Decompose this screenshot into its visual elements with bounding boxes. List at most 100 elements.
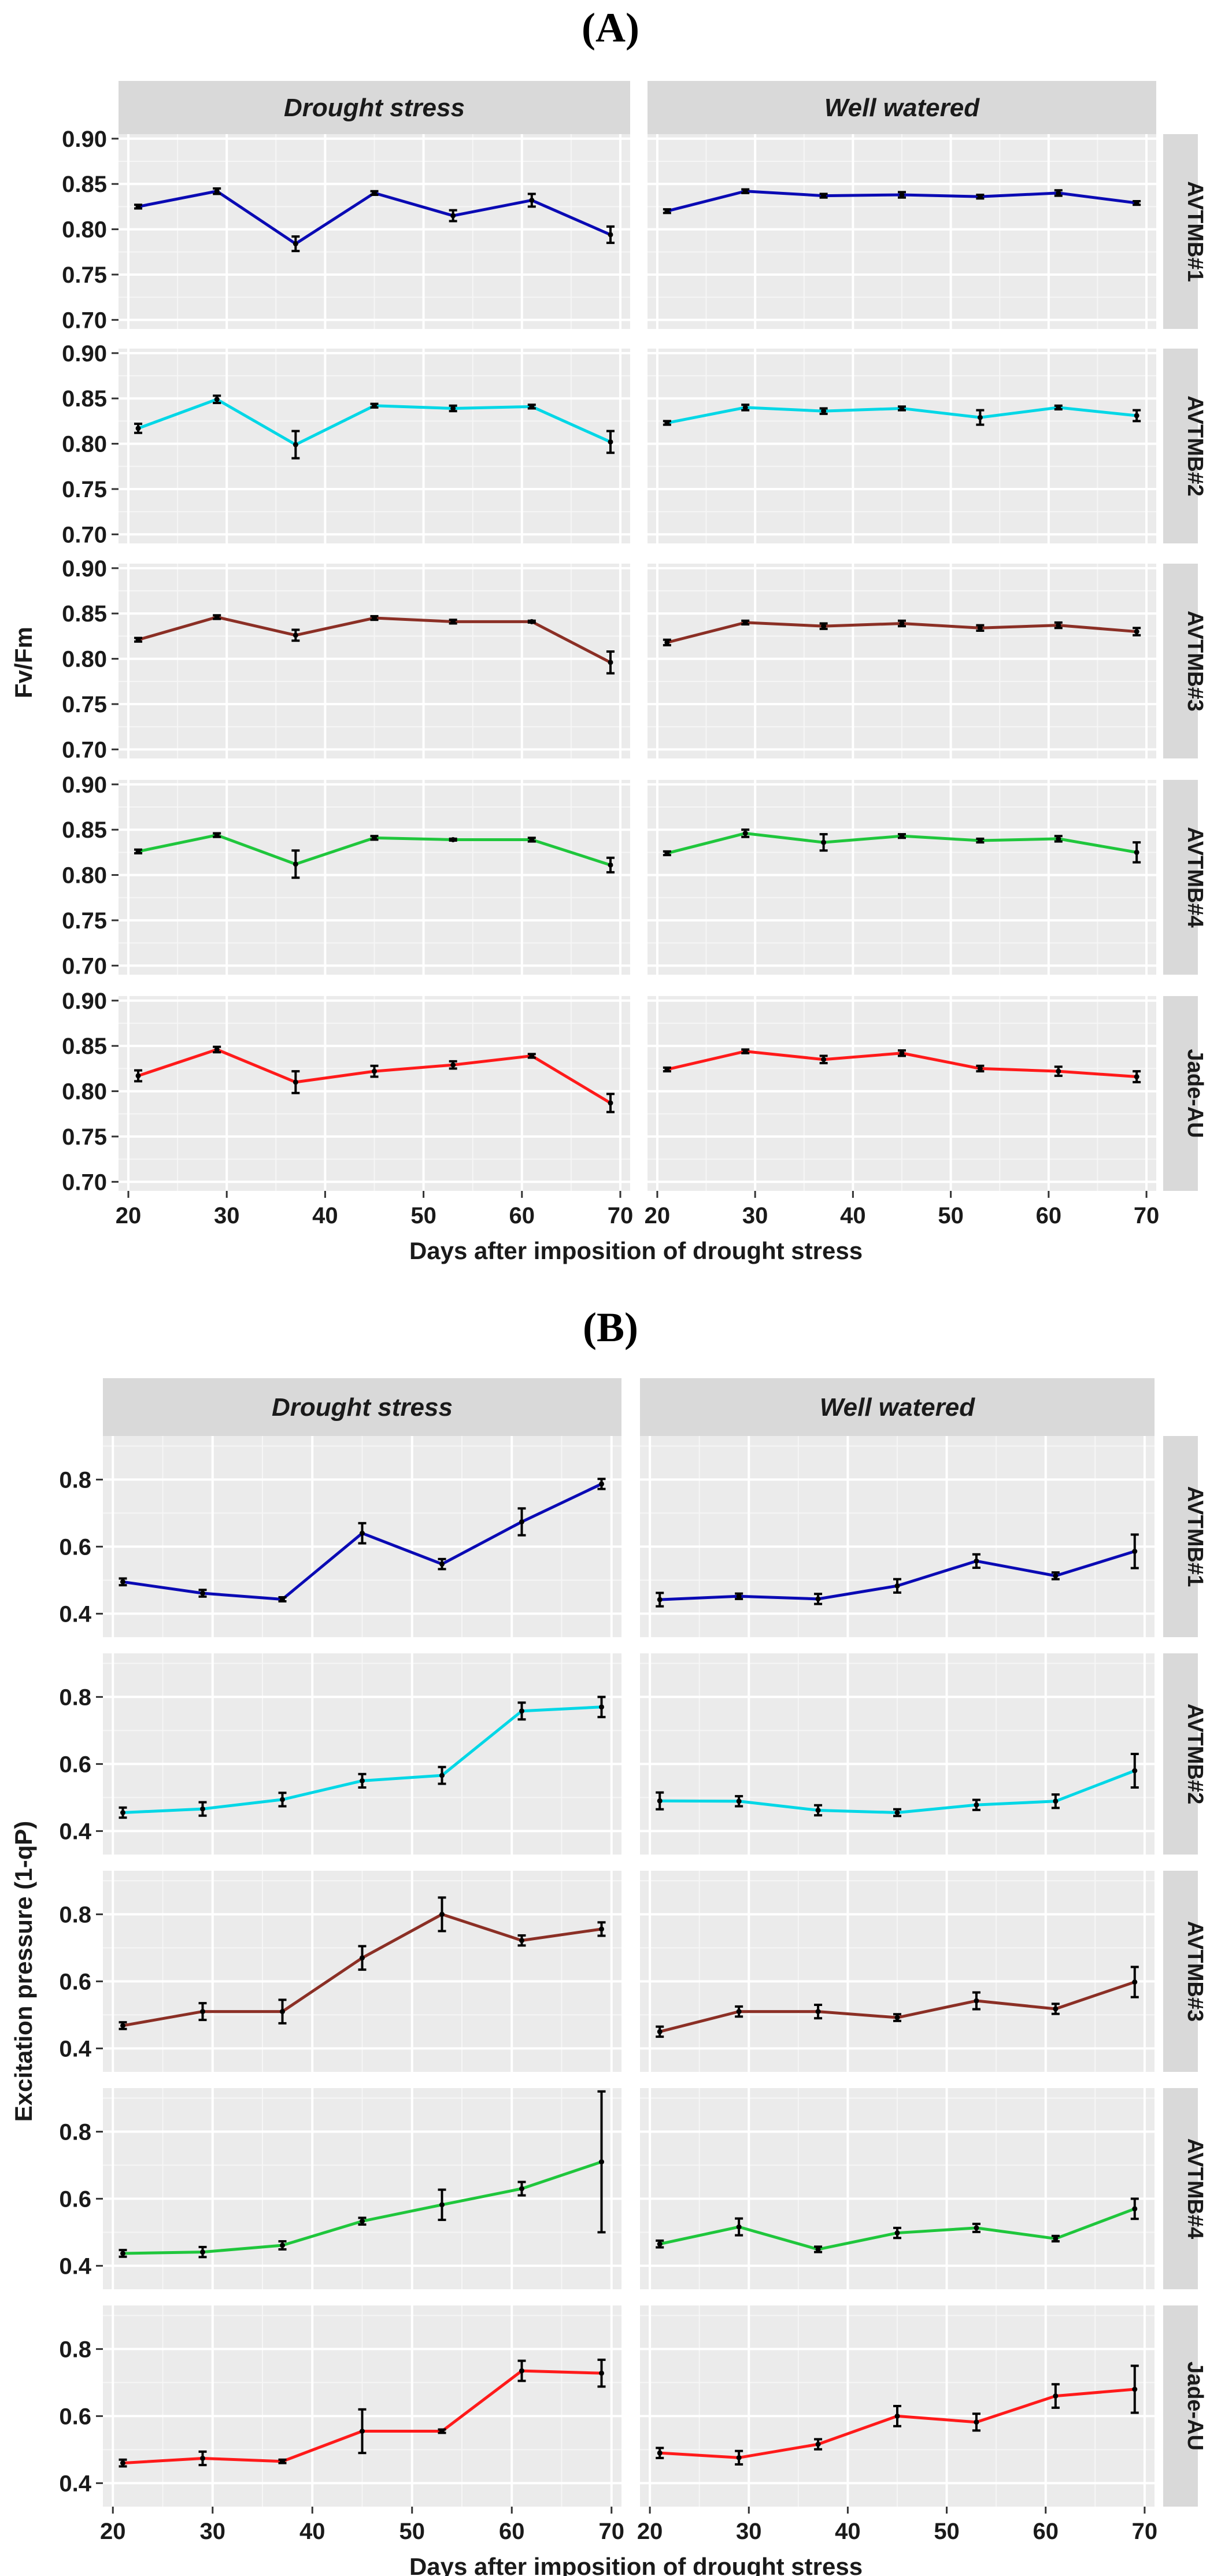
column-strip [640, 1378, 1155, 1436]
data-point [736, 2224, 742, 2230]
y-tick-label: 0.85 [62, 1034, 107, 1059]
row-strip [1163, 134, 1198, 329]
x-tick-label: 70 [1134, 1203, 1160, 1228]
row-strip [1163, 349, 1198, 543]
y-tick-label: 0.80 [62, 217, 107, 243]
data-point [742, 188, 748, 194]
data-point [599, 2370, 604, 2376]
data-point [293, 442, 298, 447]
row-strip [1163, 2305, 1198, 2507]
y-tick-label: 0.90 [62, 556, 107, 582]
y-tick-label: 0.6 [59, 1752, 91, 1777]
data-point [894, 1810, 900, 1815]
data-point [657, 2450, 663, 2456]
y-tick-label: 0.85 [62, 172, 107, 197]
y-tick-label: 0.90 [62, 772, 107, 798]
y-tick-label: 0.75 [62, 477, 107, 502]
y-tick-label: 0.75 [62, 908, 107, 934]
data-point [974, 2225, 979, 2231]
y-tick-label: 0.70 [62, 1169, 107, 1195]
data-point [742, 830, 748, 836]
row-strip [1163, 1436, 1198, 1637]
y-tick-label: 0.8 [59, 1467, 91, 1493]
data-point [360, 2218, 365, 2224]
data-point [214, 614, 220, 620]
data-point [1053, 1798, 1059, 1804]
data-point [372, 615, 377, 621]
data-point [664, 850, 670, 856]
data-point [736, 2455, 742, 2460]
x-tick-label: 20 [645, 1203, 671, 1228]
data-point [815, 2246, 821, 2252]
data-point [742, 405, 748, 410]
data-point [293, 632, 298, 638]
y-axis-title: Fv/Fm [10, 627, 37, 698]
x-tick-label: 40 [299, 2519, 325, 2544]
data-point [120, 1579, 125, 1585]
data-point [200, 2249, 205, 2255]
data-point [280, 2009, 285, 2015]
y-tick-label: 0.85 [62, 386, 107, 412]
row-strip-label: AVTMB#3 [1183, 610, 1207, 712]
data-point [657, 1597, 663, 1602]
column-strip-label: Well watered [824, 94, 980, 122]
data-point [135, 637, 141, 643]
data-point [815, 2441, 821, 2447]
data-point [821, 408, 827, 414]
data-point [529, 619, 535, 624]
row-strip-label: AVTMB#1 [1183, 1486, 1207, 1587]
x-axis-title: Days after imposition of drought stress [409, 2553, 863, 2576]
data-point [450, 405, 456, 411]
column-strip [119, 81, 630, 134]
data-point [1132, 1979, 1138, 1985]
y-tick-label: 0.4 [59, 1819, 91, 1844]
y-tick-label: 0.6 [59, 2186, 91, 2212]
row-strip [1163, 2088, 1198, 2289]
data-point [1053, 1573, 1059, 1579]
y-tick-label: 0.70 [62, 953, 107, 979]
data-point [736, 1593, 742, 1599]
y-tick-label: 0.90 [62, 127, 107, 152]
data-point [360, 1778, 365, 1783]
y-tick-label: 0.4 [59, 2253, 91, 2279]
data-point [1053, 2236, 1059, 2241]
data-point [439, 2202, 445, 2208]
data-point [664, 1067, 670, 1072]
data-point [894, 2230, 900, 2236]
panel-label: (B) [583, 1304, 638, 1350]
x-tick-label: 70 [608, 1203, 634, 1228]
data-point [899, 620, 905, 626]
data-point [608, 232, 613, 238]
data-point [899, 405, 905, 411]
data-point [974, 1802, 979, 1808]
data-point [360, 1955, 365, 1961]
data-point [899, 1050, 905, 1056]
data-point [214, 397, 220, 402]
data-point [736, 1798, 742, 1804]
data-point [135, 425, 141, 431]
row-strip-label: AVTMB#4 [1183, 827, 1207, 928]
data-point [120, 2251, 125, 2256]
row-strip-label: AVTMB#3 [1183, 1921, 1207, 2022]
data-point [120, 2460, 125, 2466]
data-point [974, 1558, 979, 1564]
data-point [450, 213, 456, 219]
y-tick-label: 0.70 [62, 737, 107, 763]
y-tick-label: 0.4 [59, 2036, 91, 2061]
data-point [664, 639, 670, 645]
data-point [1056, 190, 1061, 196]
data-point [977, 838, 983, 843]
data-point [599, 1704, 604, 1710]
data-point [529, 404, 535, 409]
data-point [608, 862, 613, 868]
data-point [894, 1583, 900, 1589]
data-point [214, 188, 220, 194]
data-point [280, 1596, 285, 1602]
row-strip-label: Jade-AU [1183, 2362, 1207, 2451]
x-axis-title: Days after imposition of drought stress [409, 1237, 863, 1264]
x-tick-label: 60 [509, 1203, 535, 1228]
row-strip-label: Jade-AU [1183, 1049, 1207, 1138]
data-point [821, 623, 827, 629]
data-point [450, 837, 456, 842]
